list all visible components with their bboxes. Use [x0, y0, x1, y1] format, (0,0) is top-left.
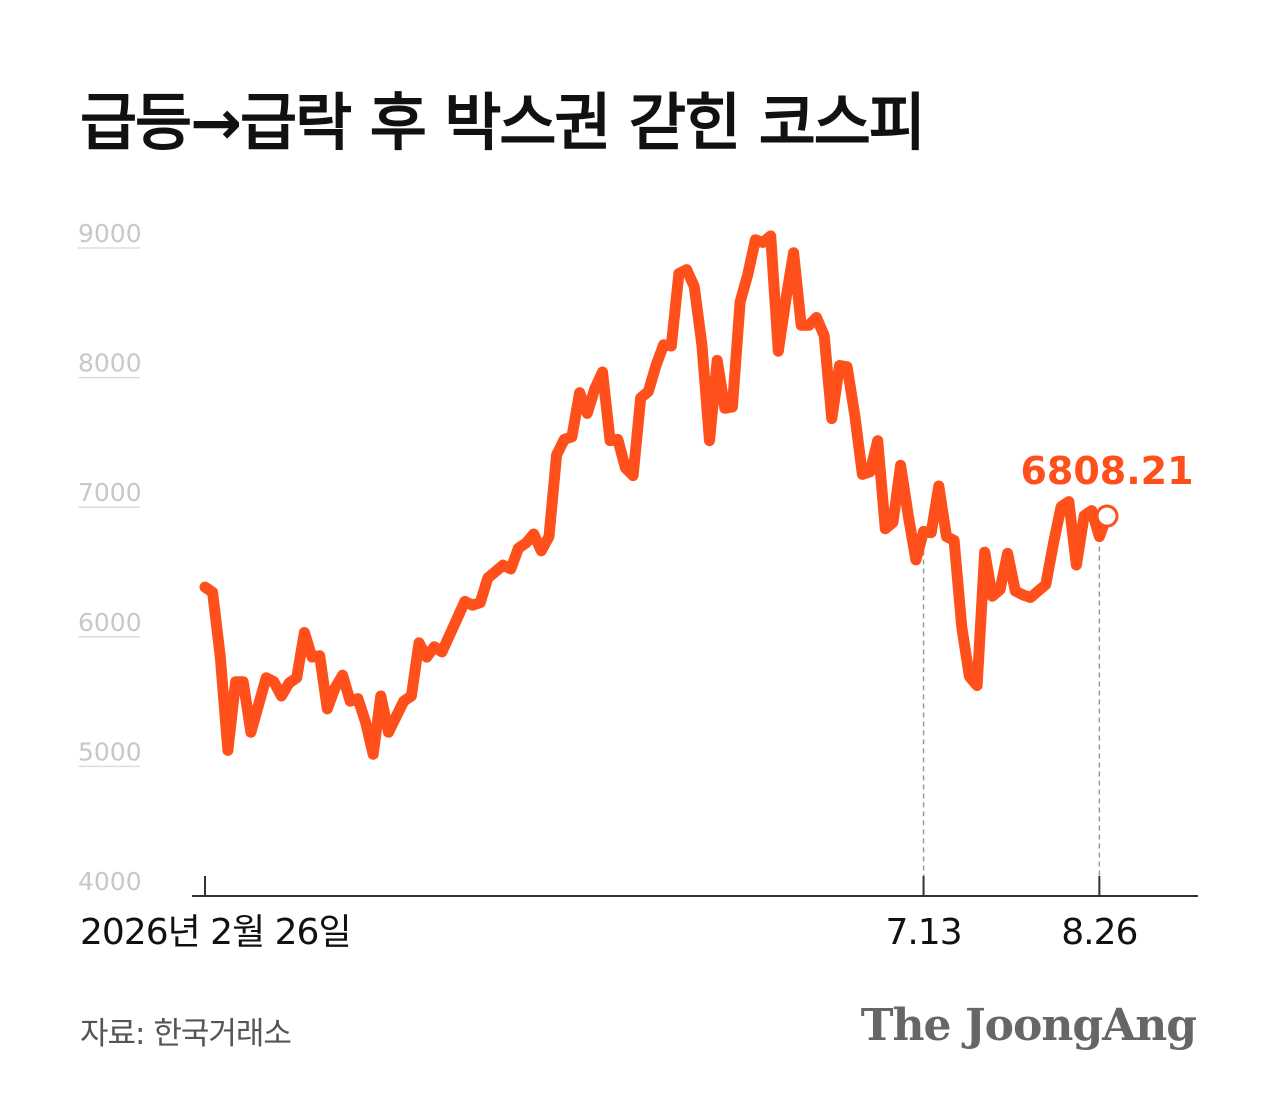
- x-tick-layer: 2026년 2월 26일 7.13 8.26: [80, 876, 1138, 953]
- x-tick-label: 7.13: [885, 912, 961, 953]
- y-tick-label: 5000: [78, 737, 142, 766]
- y-tick-label: 9000: [78, 219, 142, 248]
- guide-layer: [922, 541, 1101, 896]
- y-tick-label: 6000: [78, 608, 142, 637]
- grid-layer: 9000 8000 7000 6000 5000 4000: [78, 219, 142, 896]
- source-note: 자료: 한국거래소: [80, 1016, 292, 1052]
- x-tick-label: 8.26: [1061, 912, 1137, 953]
- x-tick-label: 2026년 2월 26일: [80, 912, 351, 953]
- end-point-marker: [1095, 504, 1119, 528]
- kospi-series-line: [199, 230, 1113, 760]
- y-tick-label: 4000: [78, 867, 142, 896]
- y-tick-label: 8000: [78, 349, 142, 378]
- end-value-label: 6808.21: [1020, 449, 1193, 493]
- brand-logo: The JoongAng: [860, 1000, 1197, 1051]
- y-tick-label: 7000: [78, 478, 142, 507]
- chart-title: 급등→급락 후 박스권 갇힌 코스피: [80, 86, 926, 159]
